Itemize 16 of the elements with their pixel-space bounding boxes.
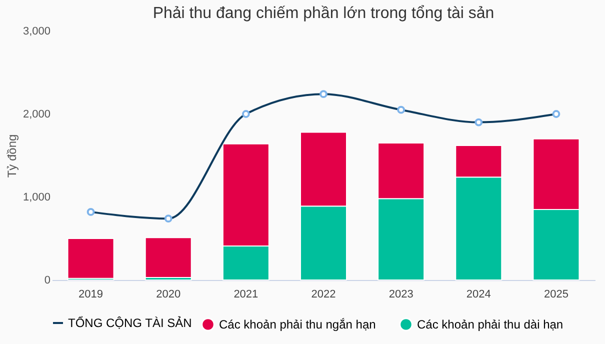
x-tick-label: 2019 — [78, 288, 104, 300]
y-tick-label: 0 — [44, 274, 50, 286]
y-tick-label: 3,000 — [22, 26, 50, 38]
x-tick-label: 2025 — [544, 288, 568, 300]
y-axis-title: Tỷ đồng — [4, 134, 19, 178]
y-tick-label: 1,000 — [22, 192, 50, 204]
x-tick-label: 2023 — [388, 288, 414, 300]
legend-label: TỔNG CỘNG TÀI SẢN — [68, 316, 192, 330]
legend-label: Các khoản phải thu dài hạn — [417, 317, 564, 332]
chart-title: Phải thu đang chiếm phần lớn trong tổng tài sản — [152, 5, 494, 22]
x-tick-label: 2020 — [156, 288, 181, 300]
y-tick-label: 2,000 — [22, 108, 50, 120]
x-tick-label: 2021 — [234, 288, 258, 300]
legend-label: Các khoản phải thu ngắn hạn — [219, 317, 376, 332]
x-tick-label: 2022 — [311, 288, 336, 300]
x-tick-label: 2024 — [466, 288, 491, 300]
